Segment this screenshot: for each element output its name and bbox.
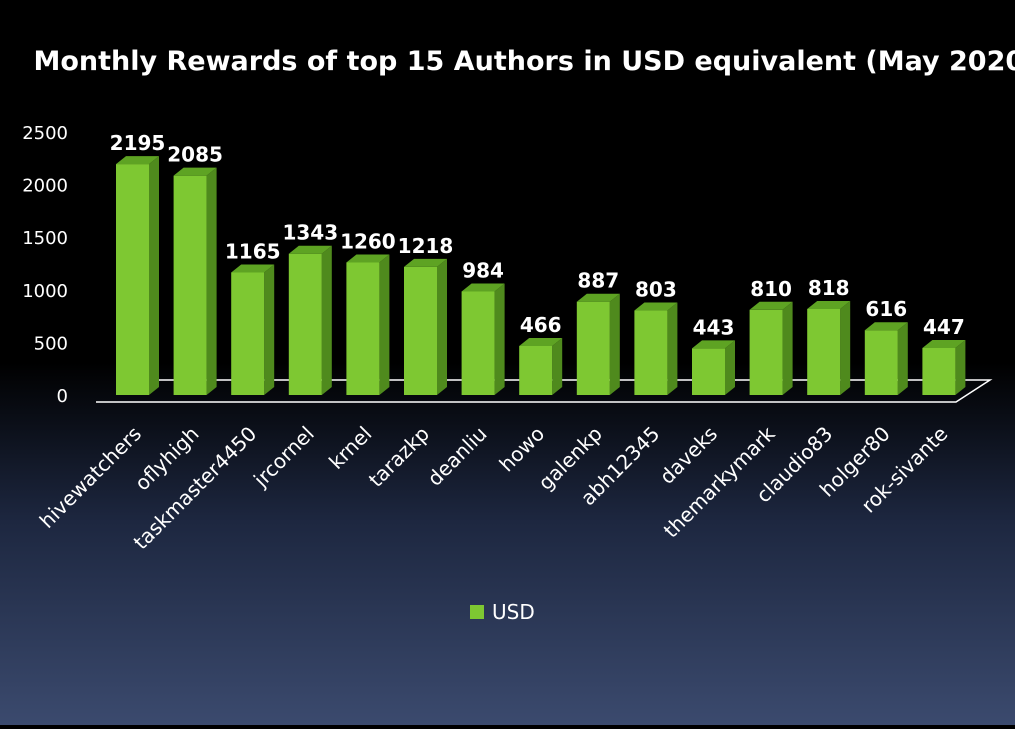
bar [576,293,620,395]
bar-front [461,291,495,395]
bar-top [634,302,678,311]
bar-top [519,337,563,346]
bar [807,300,851,395]
bar [634,302,678,395]
bar-side [321,245,332,395]
bar-front [634,310,668,395]
data-label: 1218 [398,234,454,258]
data-label: 2195 [110,131,166,155]
bar-side [552,337,563,395]
bar [116,156,159,395]
bar [461,283,505,395]
bar-top [231,264,275,273]
bar-front [922,347,956,395]
bar-front [346,262,380,395]
x-tick-label: hivewatchers [35,422,146,533]
bar [864,322,908,395]
bar-side [149,156,159,395]
bar-front [519,345,553,395]
bar-side [264,264,275,395]
data-label: 887 [577,269,619,293]
legend-swatch [470,605,484,619]
data-label: 447 [923,315,965,339]
data-label: 466 [520,313,562,337]
bar-side [725,340,735,395]
legend-label: USD [492,600,535,624]
x-tick-label: jrcornel [248,422,319,493]
data-label: 984 [462,258,504,282]
data-label: 810 [750,277,792,301]
bar-front [749,309,783,395]
legend: USD [470,600,535,624]
data-label: 443 [693,315,735,339]
bar-front [288,253,322,395]
x-tick-label: krnel [324,422,376,474]
bar [519,337,563,395]
bar-side [437,258,447,395]
data-label: 1260 [340,229,396,253]
bar-top [692,340,735,349]
bar-front [807,308,841,395]
x-tick-label: tarazkp [364,422,434,492]
bar [692,340,735,395]
y-tick-label: 1000 [22,281,68,302]
y-tick-label: 1500 [22,228,68,249]
bar-top [461,283,505,292]
data-label: 1165 [225,239,281,263]
chart-title: Monthly Rewards of top 15 Authors in USD… [33,46,1015,77]
bar [346,254,390,395]
y-tick-label: 500 [34,333,68,354]
bar [231,264,275,395]
bar-front [116,164,149,395]
y-tick-label: 2500 [22,123,68,144]
bar-side [667,302,678,395]
bar [404,258,447,395]
bar-top [864,322,908,331]
bar [922,339,966,395]
data-label: 1343 [282,221,338,245]
x-tick-label: deanliu [423,422,492,491]
y-tick-label: 2000 [22,176,68,197]
bar-top [404,258,447,267]
bar-top [346,254,390,263]
bar-side [955,339,966,395]
data-label: 2085 [167,143,223,167]
bar-side [379,254,390,395]
bar-side [494,283,505,395]
data-label: 818 [808,276,850,300]
bar-top [749,301,793,310]
bar-top [173,167,217,176]
bar-top [576,293,620,302]
bar-front [576,301,610,395]
bar-front [404,266,437,395]
bar-front [864,330,898,395]
bar-top [807,300,851,309]
bar-front [692,348,725,395]
bar-top [116,156,159,165]
bar-front [231,272,265,395]
bar-top [922,339,966,348]
bar-side [206,167,217,395]
data-label: 616 [865,297,907,321]
bar-top [288,245,332,254]
bar-side [897,322,908,395]
bar [288,245,332,395]
y-tick-label: 0 [57,386,68,407]
bar [749,301,793,395]
bar-front [173,175,207,395]
bar-side [840,300,851,395]
bar-side [609,293,620,395]
x-tick-label: howo [494,422,549,477]
data-label: 803 [635,278,677,302]
bar [173,167,217,395]
bar-side [782,301,793,395]
